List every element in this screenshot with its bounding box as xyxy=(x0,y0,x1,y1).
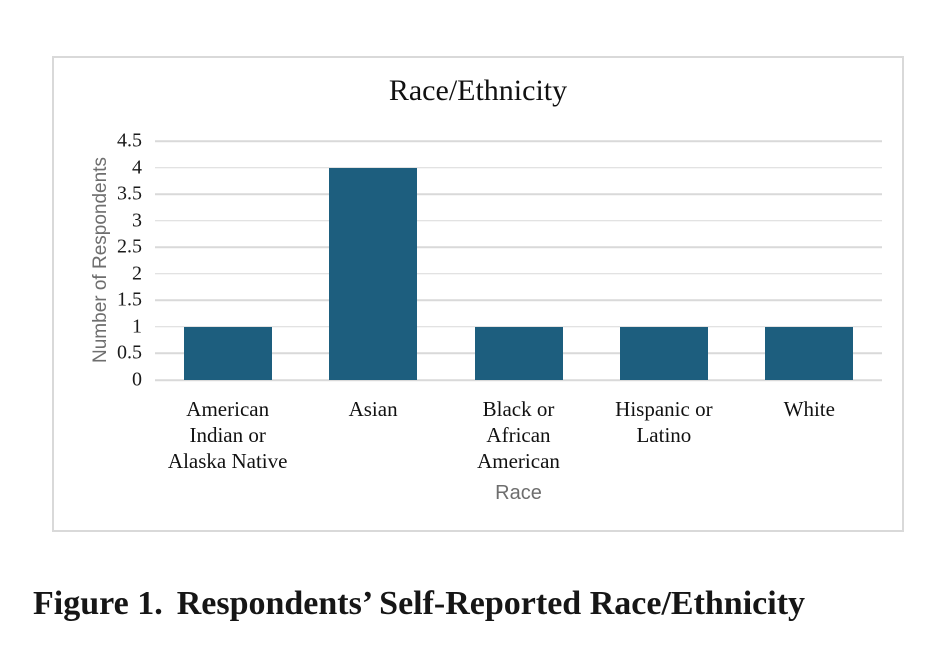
y-tick-label: 1 xyxy=(132,315,142,338)
x-category-label: Asian xyxy=(348,397,398,421)
gridline xyxy=(155,273,882,275)
x-category-label: Black or African American xyxy=(477,397,560,473)
bar-5 xyxy=(765,326,854,380)
x-category-label: American Indian or Alaska Native xyxy=(167,397,288,473)
bar-3 xyxy=(474,326,563,380)
gridline xyxy=(155,246,882,248)
x-axis-title: Race xyxy=(495,482,542,504)
gridline xyxy=(155,166,882,169)
gridline xyxy=(155,219,882,222)
gridline xyxy=(155,379,882,381)
y-tick-label: 4 xyxy=(132,156,142,179)
gridline xyxy=(155,299,882,302)
y-tick-label: 2.5 xyxy=(117,235,142,258)
y-tick-label: 0.5 xyxy=(117,341,142,364)
plot-area xyxy=(155,140,882,381)
chart-title: Race/Ethnicity xyxy=(388,74,568,107)
y-tick-label: 3.5 xyxy=(117,182,142,205)
gridline xyxy=(155,140,882,142)
gridline xyxy=(155,193,882,195)
bar-1 xyxy=(183,326,272,380)
y-tick-label: 1.5 xyxy=(117,288,142,311)
chart-panel: Race/Ethnicity Number of Respondents 4.5… xyxy=(52,56,904,532)
y-tick-label: 3 xyxy=(132,209,142,232)
gridline xyxy=(155,326,882,328)
figure-caption-label: Figure 1. xyxy=(33,585,163,622)
y-tick-label: 4.5 xyxy=(117,129,142,152)
y-tick-label: 0 xyxy=(132,368,142,391)
figure-caption-text: Respondents’ Self-Reported Race/Ethnicit… xyxy=(176,585,806,622)
y-axis-ticks: 4.5 4 3.5 3 2.5 2 1.5 1 0.5 0 xyxy=(54,130,149,391)
x-axis-labels: American Indian or Alaska Native Asian Bla… xyxy=(155,396,882,480)
figure-caption: Figure 1. Respondents’ Self-Reported Race… xyxy=(33,585,933,623)
bar-2 xyxy=(329,167,418,380)
y-tick-label: 2 xyxy=(132,262,142,285)
x-category-label: White xyxy=(783,397,835,421)
bar-4 xyxy=(619,326,708,380)
x-category-label: Hispanic or Latino xyxy=(615,397,713,447)
